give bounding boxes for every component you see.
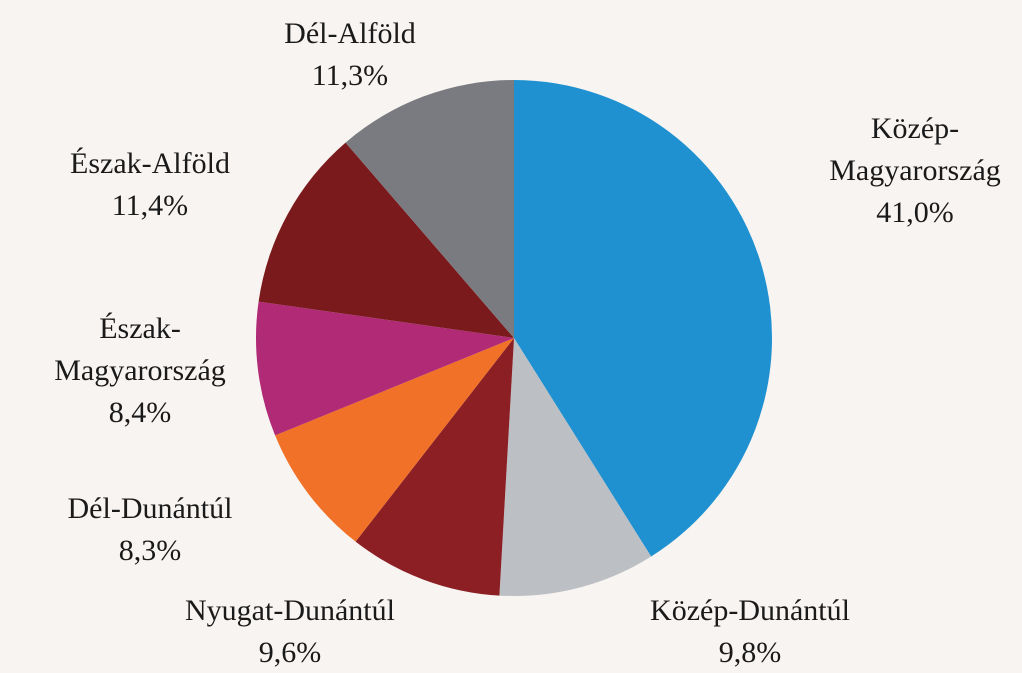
value-label: 9,6%: [258, 636, 322, 669]
category-name: Dél-Alföld: [284, 17, 416, 50]
category-name: Dél-Dunántúl: [67, 492, 233, 525]
pie-slice: [256, 301, 514, 436]
category-name: Nyugat-Dunántúl: [185, 594, 395, 627]
category-name: Észak-Magyarország: [54, 312, 226, 387]
pie-slice: [499, 338, 652, 596]
slice-label: Észak-Magyarország 8,4%: [25, 308, 255, 434]
slice-label: Dél-Dunántúl 8,3%: [0, 488, 300, 572]
value-label: 8,4%: [108, 396, 172, 429]
slice-label: Közép-Magyarország 41,0%: [800, 108, 1022, 234]
value-label: 41,0%: [876, 196, 954, 229]
pie-slice: [258, 142, 514, 338]
slice-label: Dél-Alföld 11,3%: [200, 13, 500, 97]
value-label: 8,3%: [118, 534, 182, 567]
category-name: Közép-Magyarország: [829, 112, 1001, 187]
category-name: Észak-Alföld: [70, 147, 230, 180]
value-label: 11,4%: [111, 189, 189, 222]
value-label: 11,3%: [311, 59, 389, 92]
pie-slice: [355, 338, 514, 596]
slice-label: Közép-Dunántúl 9,8%: [590, 590, 910, 673]
pie-slice: [345, 80, 514, 338]
pie-slice: [514, 80, 772, 557]
value-label: 9,8%: [718, 636, 782, 669]
pie-slice: [275, 338, 514, 542]
category-name: Közép-Dunántúl: [650, 594, 850, 627]
slice-label: Észak-Alföld 11,4%: [0, 143, 300, 227]
slice-label: Nyugat-Dunántúl 9,6%: [130, 590, 450, 673]
